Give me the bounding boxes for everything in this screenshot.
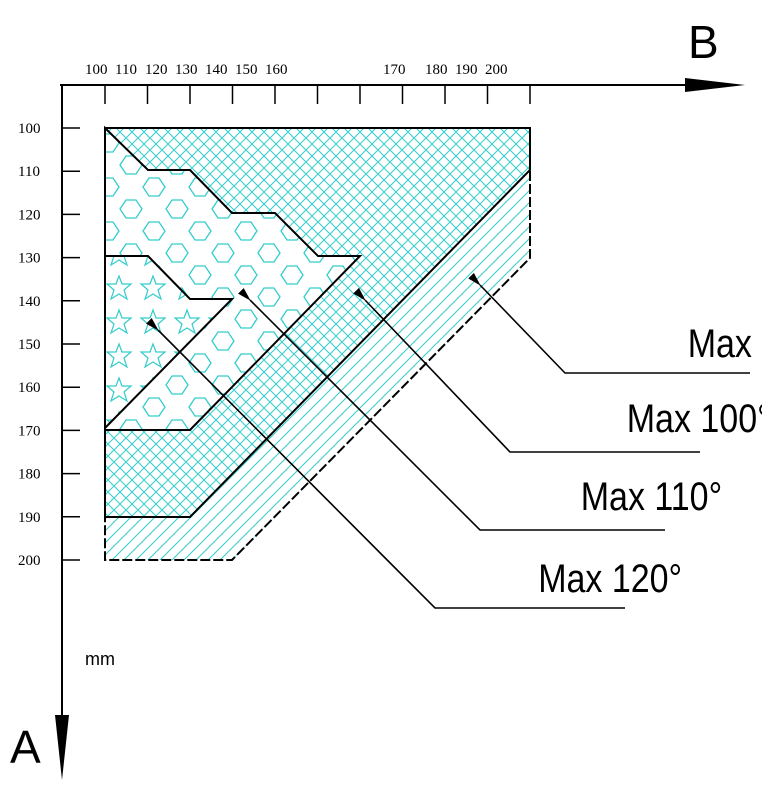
left-label: 190 [18,510,41,526]
left-label: 120 [18,207,41,223]
leader-line [468,272,750,374]
top-label: 180 [425,62,448,78]
left-label: 160 [18,380,41,396]
left-label: 170 [18,423,41,439]
regions [104,125,531,561]
top-label: 150 [235,62,258,78]
region-label: Max 120° [538,555,682,600]
top-label: 190 [455,62,478,78]
axis-label-a: A [10,721,41,773]
leader-line [237,287,665,531]
top-label: 100 [85,62,108,78]
leaders [145,272,750,609]
leader-line [353,287,700,453]
left-label: 140 [18,294,41,310]
region-label: Max 100° [627,395,762,440]
left-label: 180 [18,467,41,483]
axis-label-b: B [688,16,719,68]
left-label: 110 [18,164,40,180]
top-label: 110 [115,62,137,78]
top-label: 200 [485,62,508,78]
region-label: Max 90° [688,320,762,365]
unit-label: mm [85,649,115,669]
region-label: Max 110° [581,473,722,518]
arrow-b [685,78,745,92]
leader-line [145,317,625,609]
top-label: 130 [175,62,198,78]
top-label: 160 [265,62,288,78]
region-120 [104,255,235,431]
left-label: 130 [18,251,41,267]
left-label: 100 [18,121,41,137]
top-label: 170 [383,62,406,78]
axes [55,78,745,780]
top-label: 120 [145,62,168,78]
top-label: 140 [205,62,228,78]
left-label: 200 [18,553,41,569]
left-label: 150 [18,337,41,353]
arrow-a [55,715,69,780]
